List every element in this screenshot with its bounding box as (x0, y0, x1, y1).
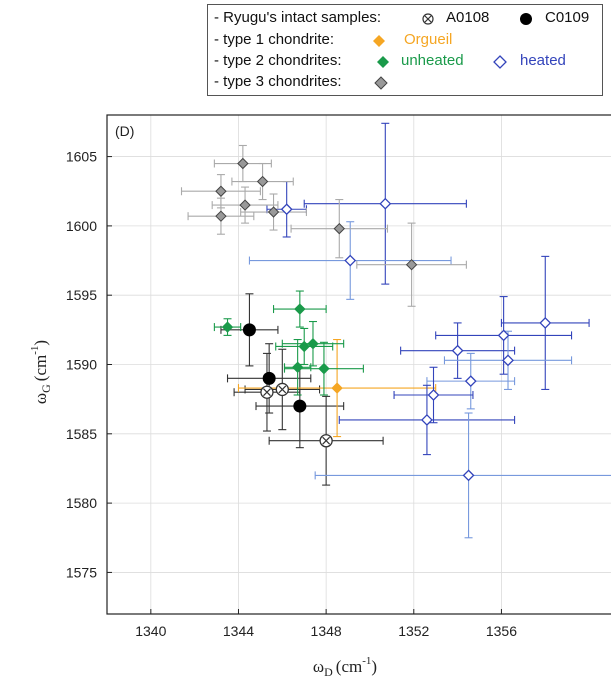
data-point-blue-open-diamond (421, 414, 433, 426)
x-tick-label: 1348 (311, 623, 342, 639)
data-point-black-circle (242, 323, 256, 337)
legend-row-type3: - type 3 chondrites: (214, 72, 342, 92)
data-point-green-diamond (291, 361, 304, 373)
chart-legend: - Ryugu's intact samples: A0108 C0109 - … (207, 4, 603, 96)
y-axis-title: ωG(cm-1) (29, 340, 53, 404)
y-tick-label: 1595 (66, 287, 97, 303)
legend-row-type2: - type 2 chondrites: (214, 51, 342, 71)
data-point-gray-diamond (237, 157, 249, 170)
legend-row-ryugu: - Ryugu's intact samples: (214, 8, 381, 28)
blue-open-diamond-icon (493, 55, 507, 69)
data-point-blue-open-diamond (539, 316, 552, 329)
data-point-blue-open-diamond (427, 389, 440, 401)
marker-cross (278, 385, 287, 394)
data-point-blue-open-diamond (497, 329, 510, 342)
gray-diamond-icon (374, 76, 388, 90)
marker-cross (263, 388, 271, 397)
legend-label: - Ryugu's intact samples: (214, 9, 382, 26)
x-axis-title: ωD (cm-1) (313, 655, 377, 679)
legend-label: - type 3 chondrites: (214, 73, 342, 90)
legend-entry: A0108 (446, 9, 490, 26)
legend-entry: heated (520, 52, 566, 69)
y-tick-label: 1585 (66, 426, 97, 442)
marker-cross (322, 436, 331, 445)
cross-circle-icon (422, 13, 434, 25)
data-point-gray-diamond (267, 206, 280, 218)
data-point-gray-diamond (215, 185, 227, 197)
data-point-green-diamond (298, 340, 310, 353)
panel-label: (D) (115, 123, 134, 139)
y-tick-label: 1600 (66, 218, 97, 234)
data-point-cross-circle (260, 385, 274, 399)
legend-entry: C0109 (545, 9, 590, 26)
data-point-black-circle (293, 399, 307, 413)
data-point-blue-open-diamond (451, 344, 464, 357)
legend-entry: unheated (401, 52, 464, 69)
y-tick-label: 1605 (66, 149, 97, 165)
data-point-green-diamond (318, 362, 330, 375)
legend-label: - type 2 chondrites: (214, 52, 342, 69)
grid-lines (107, 115, 611, 614)
data-point-gray-diamond (215, 210, 227, 222)
x-tick-label: 1340 (135, 623, 166, 639)
y-tick-label: 1580 (66, 495, 97, 511)
x-tick-label: 1356 (486, 623, 517, 639)
axis-ticks: 1340 1344 1348 1352 1356 1575 1580 1585 1590 1595… (66, 149, 517, 639)
data-point-cross-circle (319, 434, 333, 448)
data-point-cross-circle (275, 382, 289, 397)
y-tick-label: 1590 (66, 357, 97, 373)
data-point-gray-diamond (239, 199, 251, 211)
y-tick-label: 1575 (66, 564, 97, 580)
legend-row-type1: - type 1 chondrite: (214, 30, 334, 50)
data-point-blue-open-diamond (280, 203, 293, 216)
data-point-blue-open-diamond (462, 469, 475, 482)
data-point-blue-open-diamond (464, 375, 477, 388)
green-diamond-icon (377, 56, 389, 68)
data-point-orange-diamond (331, 382, 343, 394)
legend-entry: Orgueil (404, 31, 453, 48)
data-point-blue-open-diamond (379, 197, 392, 210)
x-tick-label: 1344 (223, 623, 254, 639)
data-point-blue-open-diamond (344, 254, 357, 267)
orange-diamond-icon (373, 35, 385, 47)
data-point-black-circle (262, 371, 276, 385)
data-point-green-diamond (294, 303, 306, 315)
data-point-green-diamond (221, 321, 234, 333)
data-point-green-diamond (307, 338, 319, 350)
legend-label: - type 1 chondrite: (214, 31, 335, 48)
black-circle-icon (520, 13, 532, 25)
data-markers (215, 157, 552, 482)
data-point-gray-diamond (333, 222, 345, 235)
data-point-gray-diamond (405, 258, 418, 271)
data-point-gray-diamond (256, 175, 269, 188)
data-point-blue-open-diamond (502, 354, 514, 367)
x-tick-label: 1352 (398, 623, 429, 639)
